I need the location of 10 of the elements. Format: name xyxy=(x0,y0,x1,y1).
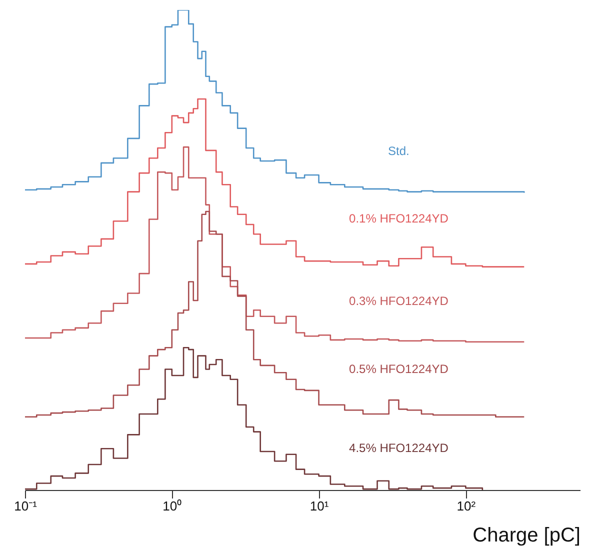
x-tick-label: 10² xyxy=(456,498,476,514)
text: 4.5% HFO1224YD xyxy=(349,441,449,456)
text: 0.5% HFO1224YD xyxy=(349,362,449,376)
x-axis-title: Charge [pC] xyxy=(472,524,580,546)
text: 0.1% HFO1224YD xyxy=(349,212,449,226)
text: Std. xyxy=(388,144,410,158)
x-tick-label: 10⁰ xyxy=(162,498,182,514)
x-tick-label: 10¹ xyxy=(310,498,330,514)
text: 0.3% HFO1224YD xyxy=(349,294,449,308)
x-tick-label: 10⁻¹ xyxy=(14,498,38,514)
